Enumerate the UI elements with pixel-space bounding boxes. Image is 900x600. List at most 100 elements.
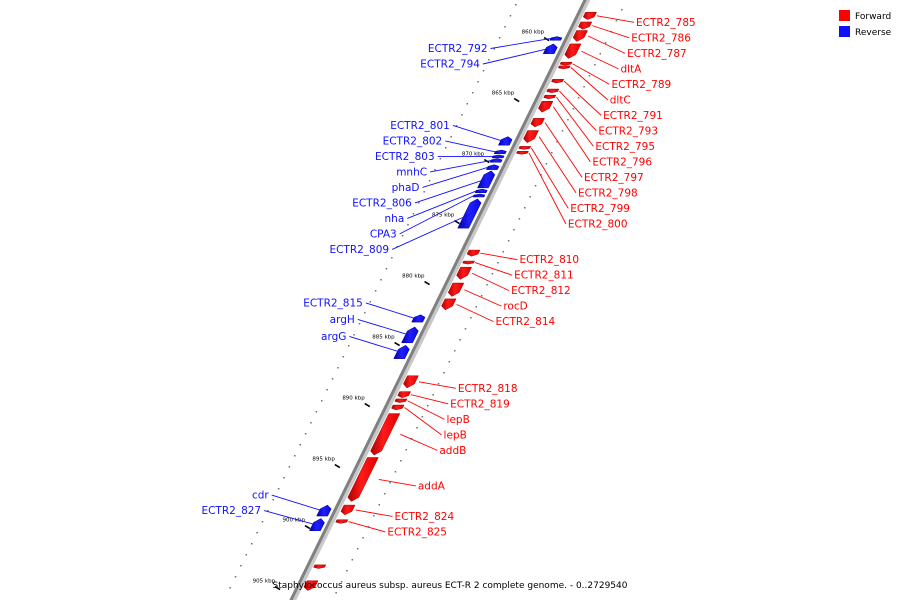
track-dot: [428, 180, 431, 182]
gene-label-ectr2-814[interactable]: ECTR2_814: [496, 316, 556, 328]
gene-label-ectr2-825[interactable]: ECTR2_825: [387, 526, 447, 538]
track-dot: [256, 532, 258, 534]
axis-tick-mark: [274, 585, 281, 591]
track-dot: [513, 229, 515, 231]
gene-label-ectr2-791[interactable]: ECTR2_791: [603, 110, 663, 122]
leader-line-ectr2-812: [471, 272, 510, 292]
track-dot: [540, 174, 542, 176]
track-dot: [358, 323, 361, 325]
gene-label-ectr2-802[interactable]: ECTR2_802: [383, 135, 443, 147]
gene-label-lepb[interactable]: lepB: [444, 429, 467, 441]
forward-gene-lepb: [394, 398, 408, 403]
gene-label-argh[interactable]: argH: [330, 314, 355, 326]
reverse-gene-ectr2-827: [309, 518, 325, 531]
gene-label-ectr2-818[interactable]: ECTR2_818: [458, 383, 518, 395]
forward-gene-ectr2-819: [397, 391, 412, 398]
gene-label-ectr2-797[interactable]: ECTR2_797: [584, 172, 644, 184]
track-dot: [261, 521, 264, 523]
gene-label-ectr2-798[interactable]: ECTR2_798: [578, 187, 638, 199]
gene-label-addb[interactable]: addB: [439, 445, 466, 457]
track-dot: [577, 97, 580, 99]
gene-label-dltc[interactable]: dltC: [610, 94, 631, 106]
track-dot: [337, 367, 339, 369]
leader-line-ectr2-824: [355, 509, 393, 517]
axis-tick-label: 860 kbp: [522, 30, 545, 36]
gene-label-ectr2-801[interactable]: ECTR2_801: [390, 120, 450, 132]
track-dot: [502, 251, 504, 253]
axis-tick-label: 890 kbp: [342, 396, 365, 402]
gene-label-ectr2-824[interactable]: ECTR2_824: [395, 511, 455, 523]
gene-label-ectr2-800[interactable]: ECTR2_800: [568, 218, 628, 230]
reverse-gene-ectr2-802: [493, 149, 507, 154]
track-dot: [229, 587, 231, 589]
track-dot: [439, 158, 442, 160]
track-dot: [335, 592, 337, 594]
gene-label-lepb[interactable]: lepB: [447, 414, 470, 426]
gene-label-ectr2-819[interactable]: ECTR2_819: [450, 398, 510, 410]
gene-label-argg[interactable]: argG: [321, 331, 346, 343]
gene-label-ectr2-789[interactable]: ECTR2_789: [612, 79, 672, 91]
gene-label-ectr2-803[interactable]: ECTR2_803: [375, 151, 435, 163]
track-dot: [504, 26, 506, 28]
track-dot: [588, 75, 591, 77]
gene-label-ectr2-787[interactable]: ECTR2_787: [627, 48, 687, 60]
gene-label-ectr2-812[interactable]: ECTR2_812: [511, 285, 571, 297]
leader-line-ectr2-809: [391, 213, 472, 250]
track-dot: [240, 565, 242, 567]
gene-label-ectr2-799[interactable]: ECTR2_799: [570, 203, 630, 215]
reverse-gene-ectr2-792: [549, 36, 563, 41]
gene-label-dlta[interactable]: dltA: [620, 63, 642, 75]
gene-label-ectr2-795[interactable]: ECTR2_795: [595, 141, 655, 153]
gene-label-ectr2-809[interactable]: ECTR2_809: [329, 244, 389, 256]
leader-line-ectr2-801: [452, 124, 503, 142]
gene-label-rocd[interactable]: rocD: [503, 301, 527, 313]
track-dot: [493, 48, 495, 50]
gene-label-ectr2-827[interactable]: ECTR2_827: [201, 505, 261, 517]
gene-label-ectr2-811[interactable]: ECTR2_811: [514, 270, 574, 282]
gene-label-cdr[interactable]: cdr: [252, 490, 269, 502]
forward-gene-unlabeled: [303, 580, 319, 591]
forward-gene-ectr2-785: [582, 11, 597, 20]
gene-label-ectr2-785[interactable]: ECTR2_785: [636, 17, 696, 29]
track-dot: [594, 64, 596, 66]
forward-gene-ectr2-798: [523, 130, 539, 144]
forward-gene-ectr2-795: [543, 94, 557, 100]
axis-tick-label: 865 kbp: [492, 91, 515, 97]
axis-tick-mark: [364, 402, 371, 408]
gene-label-ectr2-792[interactable]: ECTR2_792: [428, 43, 488, 55]
axis-tick-label: 870 kbp: [462, 152, 485, 158]
gene-label-phad[interactable]: phaD: [392, 182, 420, 194]
gene-label-ectr2-794[interactable]: ECTR2_794: [420, 59, 480, 71]
leader-line-phad: [422, 166, 489, 188]
leader-line-ectr2-815: [365, 302, 415, 319]
leader-line-lepb: [407, 400, 445, 420]
gene-label-nha[interactable]: nha: [385, 213, 405, 225]
track-dot: [550, 152, 553, 154]
gene-label-ectr2-786[interactable]: ECTR2_786: [631, 32, 691, 44]
forward-genes: [303, 11, 597, 591]
track-dot: [416, 427, 418, 429]
forward-gene-ectr2-793: [546, 88, 560, 93]
track-dot: [486, 284, 488, 286]
gene-label-adda[interactable]: addA: [418, 480, 446, 492]
track-dot: [572, 108, 575, 110]
leader-line-ectr2-792: [490, 37, 552, 49]
leader-line-ectr2-798: [538, 136, 577, 194]
track-dot: [471, 92, 474, 94]
track-dot: [488, 59, 490, 61]
gene-label-ectr2-796[interactable]: ECTR2_796: [592, 156, 652, 168]
reverse-gene-ectr2-803: [491, 154, 505, 159]
gene-label-ectr2-810[interactable]: ECTR2_810: [519, 254, 579, 266]
leader-line-argg: [349, 336, 400, 353]
gene-label-cpa3[interactable]: CPA3: [370, 228, 397, 240]
track-dot: [583, 86, 585, 88]
track-dot: [364, 312, 366, 314]
gene-label-ectr2-806[interactable]: ECTR2_806: [352, 197, 412, 209]
track-dot: [245, 554, 248, 556]
axis-tick-label: 885 kbp: [372, 335, 395, 341]
gene-label-mnhc[interactable]: mnhC: [396, 166, 427, 178]
gene-label-ectr2-793[interactable]: ECTR2_793: [598, 125, 658, 137]
map-caption: Staphylococcus aureus subsp. aureus ECT-…: [273, 581, 628, 591]
forward-gene-ectr2-811: [462, 260, 475, 265]
gene-label-ectr2-815[interactable]: ECTR2_815: [303, 297, 363, 309]
